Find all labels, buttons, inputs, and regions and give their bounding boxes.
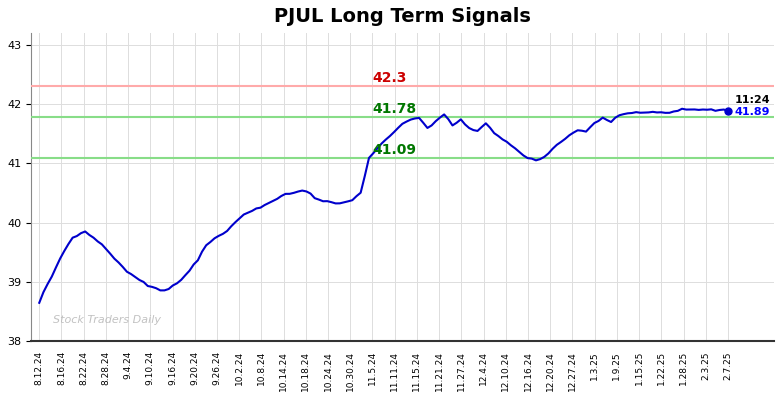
Text: 41.09: 41.09 (372, 143, 416, 157)
Text: 41.89: 41.89 (734, 107, 770, 117)
Text: 41.78: 41.78 (372, 102, 416, 116)
Title: PJUL Long Term Signals: PJUL Long Term Signals (274, 7, 531, 26)
Text: 42.3: 42.3 (372, 71, 407, 85)
Text: Stock Traders Daily: Stock Traders Daily (53, 315, 162, 325)
Text: 11:24: 11:24 (734, 95, 770, 105)
